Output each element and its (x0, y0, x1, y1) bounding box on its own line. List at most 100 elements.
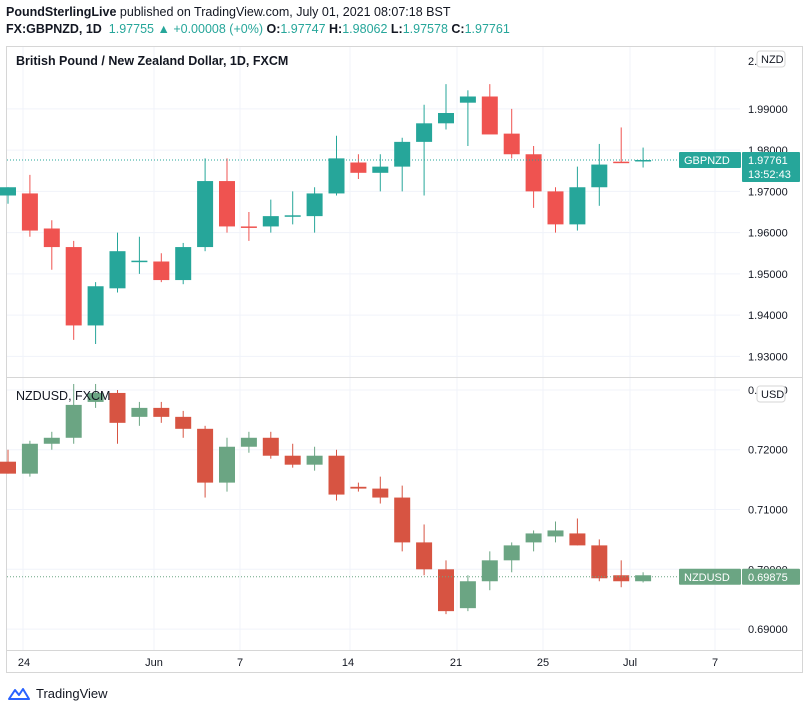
candle-body (569, 533, 586, 546)
header-line-1: PoundSterlingLive published on TradingVi… (6, 4, 510, 21)
candle-body (65, 404, 82, 438)
candle-body (481, 96, 498, 135)
candle-body (547, 191, 564, 225)
candle-body (175, 416, 192, 429)
candle-body (240, 226, 257, 228)
footer-brand: TradingView (36, 686, 108, 701)
x-tick-label: Jul (623, 657, 637, 669)
price-tag-value: 0.69875 (748, 572, 788, 584)
high-value: 1.98062 (342, 22, 388, 36)
open-value: 1.97747 (280, 22, 326, 36)
currency-badge (756, 50, 786, 68)
currency-badge-label: NZD (761, 54, 784, 66)
symbol-tag (679, 151, 741, 168)
candle-body (219, 446, 235, 483)
x-tick-label: 21 (450, 657, 462, 669)
candle-body (153, 407, 170, 417)
y-tick-label: 1.97000 (748, 186, 788, 198)
candle-body (21, 443, 38, 474)
x-tick-label: 14 (342, 657, 354, 669)
candle-body (87, 392, 104, 402)
candle-body (131, 260, 148, 263)
x-tick-label: 7 (237, 657, 243, 669)
candle-body (328, 455, 345, 495)
candle-body (613, 161, 630, 164)
x-tick-label: 24 (18, 657, 30, 669)
y-tick-label: 0.69000 (748, 624, 788, 636)
tradingview-logo-icon (8, 687, 30, 700)
candle-body (459, 581, 476, 609)
footer: TradingView (8, 686, 108, 701)
y-tick-label: 0.71000 (748, 505, 788, 517)
candle-body (175, 247, 192, 281)
header-line-2: FX:GBPNZD, 1D 1.97755 ▲ +0.00008 (+0%) O… (6, 21, 510, 38)
candle-body (43, 437, 60, 444)
chart-header: PoundSterlingLive published on TradingVi… (6, 4, 510, 38)
candle-body (416, 123, 433, 142)
up-arrow-icon: ▲ (157, 22, 170, 36)
candle-body (262, 437, 279, 456)
candle-body (328, 158, 345, 194)
y-tick-label: 1.93000 (748, 351, 788, 363)
candle-body (109, 251, 126, 289)
close-value: 1.97761 (464, 22, 510, 36)
x-tick-label: 7 (712, 657, 718, 669)
y-tick-label: 1.99000 (748, 104, 788, 116)
candle-body (591, 164, 608, 188)
candle-body (306, 455, 323, 465)
candle-body (613, 575, 630, 582)
candle-body (219, 181, 235, 227)
price-change: +0.00008 (+0%) (173, 22, 263, 36)
currency-badge-label: USD (761, 389, 784, 401)
candle-body (394, 141, 411, 167)
candle-body (153, 261, 170, 281)
candle-body (525, 533, 542, 543)
candle-body (372, 488, 389, 498)
symbol: FX:GBPNZD, 1D (6, 22, 102, 36)
price-tag (742, 151, 800, 182)
high-label: H: (329, 22, 343, 36)
y-tick-label-partial: 2. (748, 56, 757, 68)
symbol-tag (679, 568, 741, 585)
chart-frame (6, 46, 803, 673)
last-price: 1.97755 (108, 22, 154, 36)
candle-body (635, 575, 652, 582)
candle-body (394, 497, 411, 543)
candle-body (525, 154, 542, 192)
candle-body (109, 392, 126, 423)
y-tick-label: 1.95000 (748, 269, 788, 281)
low-value: 1.97578 (402, 22, 448, 36)
pane-title: British Pound / New Zealand Dollar, 1D, … (16, 54, 288, 68)
low-label: L: (390, 22, 403, 36)
candle-body (197, 428, 214, 483)
candle-body (350, 486, 367, 489)
symbol-tag-label: GBPNZD (684, 155, 730, 167)
candle-body (240, 437, 257, 447)
price-tag (742, 568, 800, 585)
open-label: O: (266, 22, 281, 36)
candle-body (65, 247, 82, 326)
close-label: C: (451, 22, 465, 36)
x-tick-label: Jun (145, 657, 163, 669)
candle-body (284, 215, 301, 217)
candle-body (0, 461, 16, 474)
candle-body (131, 407, 148, 417)
candle-body (503, 545, 520, 561)
countdown-label: 13:52:43 (748, 169, 791, 181)
author: PoundSterlingLive (6, 5, 117, 19)
candle-body (0, 187, 16, 196)
symbol-tag-label: NZDUSD (684, 572, 730, 584)
candle-body (459, 96, 476, 103)
x-tick-label: 25 (537, 657, 549, 669)
candle-body (438, 569, 454, 612)
candle-body (262, 216, 279, 227)
candle-body (591, 545, 608, 579)
pane-title: NZDUSD, FXCM (16, 389, 110, 403)
currency-badge (756, 385, 786, 403)
y-tick-label: 1.96000 (748, 228, 788, 240)
candle-body (438, 113, 454, 124)
y-tick-label: 1.94000 (748, 310, 788, 322)
candle-body (306, 193, 323, 217)
y-tick-label: 0.72000 (748, 445, 788, 457)
